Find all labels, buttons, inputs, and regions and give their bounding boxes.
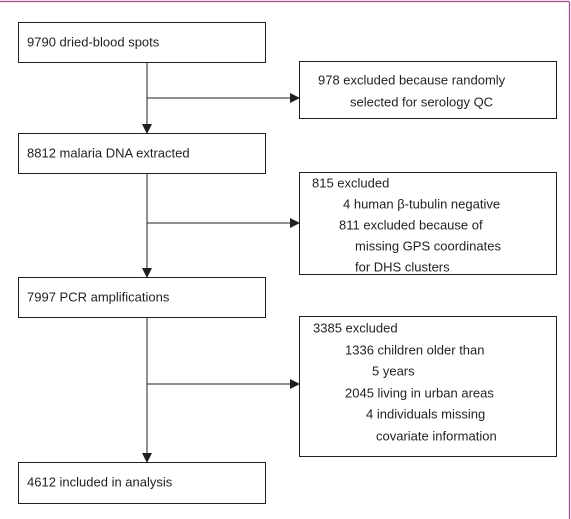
exclusion-line: 4 individuals missing [366,406,485,421]
exclusion-line: 978 excluded because randomly [318,72,506,87]
node-label: 8812 malaria DNA extracted [27,145,190,160]
node-label: 9790 dried-blood spots [27,34,160,49]
exclusion-line: 4 human β-tubulin negative [343,196,500,211]
exclusion-line: covariate information [376,428,497,443]
exclusion-line: 815 excluded [312,175,389,190]
node-box [18,277,266,318]
exclusion-line: selected for serology QC [350,94,493,109]
exclusion-box [299,61,557,119]
exclusion-line: for DHS clusters [355,259,450,274]
exclusion-line: 1336 children older than [345,342,485,357]
exclusion-line: missing GPS coordinates [355,238,501,253]
node-box [18,22,266,63]
exclusion-line: 5 years [372,363,415,378]
exclusion-box [299,172,557,275]
exclusion-line: 2045 living in urban areas [345,385,494,400]
node-box [18,133,266,174]
node-label: 4612 included in analysis [27,474,173,489]
exclusion-line: 811 excluded because of [339,217,483,232]
node-label: 7997 PCR amplifications [27,289,170,304]
exclusion-box [299,316,557,457]
node-box [18,462,266,504]
exclusion-line: 3385 excluded [313,320,398,335]
